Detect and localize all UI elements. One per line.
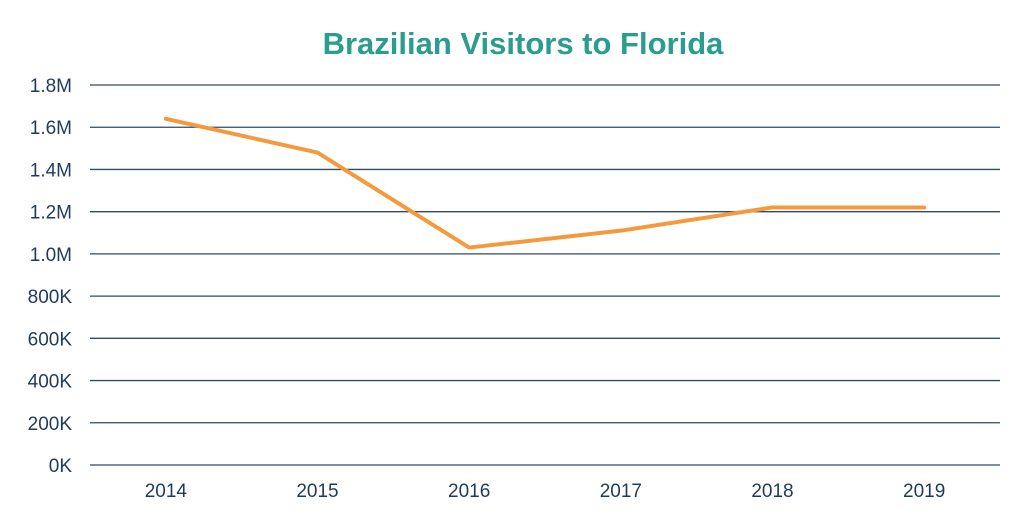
x-tick-label: 2017 [600,481,642,502]
x-tick-label: 2014 [145,481,188,502]
x-tick-label: 2016 [448,481,490,502]
y-tick-label: 1.2M [30,203,72,224]
x-tick-label: 2018 [751,481,793,502]
y-tick-label: 200K [28,414,73,435]
gridlines [90,84,1000,466]
y-tick-label: 800K [28,287,73,308]
y-axis-tick-labels: 0K 200K 400K 600K 800K 1.0M 1.2M 1.4M 1.6M 1.8M [28,76,73,477]
chart-title: Brazilian Visitors to Florida [322,26,724,61]
y-tick-label: 400K [28,372,73,393]
y-tick-label: 600K [28,329,73,350]
y-tick-label: 1.8M [30,76,72,97]
y-tick-label: 1.4M [30,160,72,181]
x-tick-label: 2019 [903,481,945,502]
x-axis-tick-labels: 2014 2015 2016 2017 2018 2019 [145,481,946,502]
x-tick-label: 2015 [296,481,338,502]
y-tick-label: 1.0M [30,245,72,266]
y-tick-label: 1.6M [30,118,72,139]
series-line [163,116,927,250]
y-tick-label: 0K [49,456,73,477]
series-layer [163,116,927,250]
